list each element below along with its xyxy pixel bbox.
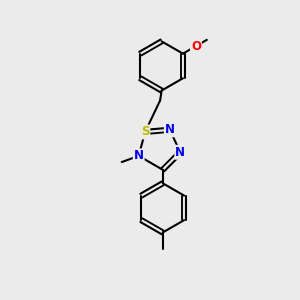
Text: S: S xyxy=(141,125,149,139)
Text: N: N xyxy=(134,149,144,162)
Text: O: O xyxy=(191,40,201,53)
Text: N: N xyxy=(175,146,185,159)
Text: N: N xyxy=(165,123,175,136)
